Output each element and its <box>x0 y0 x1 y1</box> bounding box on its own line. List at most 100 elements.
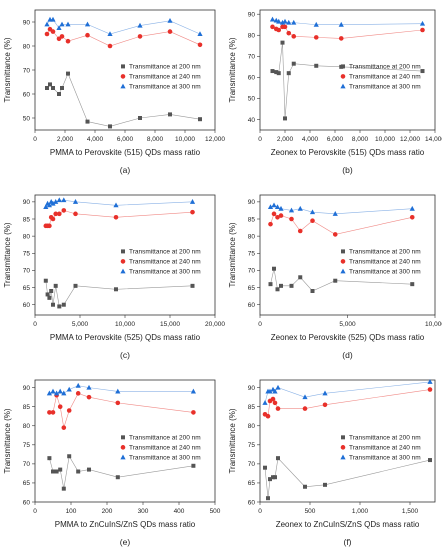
data-point <box>268 477 272 482</box>
y-tick-label: 85 <box>23 216 31 223</box>
series-circle <box>43 208 195 229</box>
data-point <box>279 283 283 288</box>
data-point <box>45 292 50 297</box>
data-point <box>53 211 58 217</box>
series-circle <box>270 24 425 41</box>
legend-entry: Transmittance at 300 nm <box>349 455 421 462</box>
legend-entry: Transmittance at 240 nm <box>129 259 201 266</box>
legend-marker <box>341 64 345 69</box>
data-point <box>272 388 278 394</box>
data-point <box>197 31 203 36</box>
y-tick-label: 40 <box>248 117 256 124</box>
y-tick-label: 70 <box>23 268 31 275</box>
panel-2: 0 2,000 4,000 6,000 8,000 10,000 12,000 14,000 4… <box>228 9 442 175</box>
series-triangle <box>262 379 433 405</box>
x-tick-label: 8,000 <box>352 136 369 143</box>
data-point <box>409 214 415 220</box>
data-point <box>61 197 67 203</box>
series-triangle <box>43 197 196 209</box>
data-point <box>282 18 288 24</box>
data-point <box>57 304 62 309</box>
y-tick-label: 60 <box>248 75 256 82</box>
legend-marker <box>120 454 126 460</box>
data-point <box>114 287 118 292</box>
data-point <box>271 202 277 208</box>
legend-marker <box>120 268 126 274</box>
series-line <box>46 72 201 127</box>
data-point <box>47 223 52 229</box>
panel-label: (e) <box>120 537 131 547</box>
legend: Transmittance at 200 nm Transmittance at … <box>120 64 201 91</box>
data-point <box>43 278 48 283</box>
legend-entry: Transmittance at 300 nm <box>129 84 201 91</box>
data-point <box>283 116 287 121</box>
data-point <box>268 282 273 287</box>
legend-entry: Transmittance at 300 nm <box>349 84 421 91</box>
y-tick-label: 70 <box>248 268 256 275</box>
data-point <box>310 218 315 224</box>
data-point <box>272 400 278 406</box>
x-tick-label: 15,000 <box>160 321 180 328</box>
legend-entry: Transmittance at 300 nm <box>129 455 201 462</box>
x-tick-label: 0 <box>33 321 37 328</box>
panel-label: (c) <box>120 350 130 360</box>
data-point <box>272 266 276 271</box>
series-square <box>45 71 202 129</box>
y-tick-label: 80 <box>23 233 31 240</box>
data-point <box>270 396 276 402</box>
data-point <box>276 456 280 461</box>
data-point <box>45 86 49 90</box>
data-point <box>75 391 81 396</box>
y-tick-label: 70 <box>248 461 256 468</box>
data-point <box>65 21 71 27</box>
series-triangle <box>267 202 415 216</box>
data-point <box>53 283 58 288</box>
data-point <box>280 40 285 45</box>
data-point <box>289 216 294 222</box>
y-axis-label: Transmittance (%) <box>228 408 237 473</box>
x-tick-label: 10,000 <box>175 136 195 143</box>
x-tick-label: 6,000 <box>117 136 134 143</box>
x-axis-label: PMMA to Perovskite (525) QDs mass ratio <box>50 333 201 342</box>
data-point <box>313 35 319 40</box>
data-point <box>56 197 62 203</box>
panel-label: (f) <box>343 537 351 547</box>
series-line <box>45 280 193 307</box>
data-point <box>86 384 92 390</box>
y-tick-label: 80 <box>248 233 256 240</box>
series-triangle <box>46 382 196 396</box>
data-point <box>85 32 90 38</box>
data-point <box>190 283 195 288</box>
data-point <box>297 228 303 234</box>
data-point <box>322 402 328 408</box>
data-point <box>50 216 56 222</box>
data-point <box>333 278 338 283</box>
data-point <box>67 454 72 459</box>
y-tick-label: 85 <box>23 404 31 411</box>
legend-entry: Transmittance at 240 nm <box>349 445 421 452</box>
data-point <box>270 69 275 74</box>
series-circle <box>262 387 433 419</box>
y-tick-label: 80 <box>23 423 31 430</box>
series-line <box>49 392 194 428</box>
data-point <box>86 394 92 400</box>
data-point <box>273 475 277 480</box>
data-point <box>263 465 267 470</box>
series-square <box>47 454 196 491</box>
data-point <box>51 86 55 90</box>
legend-marker <box>340 259 346 264</box>
data-point <box>44 21 50 27</box>
data-point <box>332 232 338 237</box>
data-point <box>190 388 196 394</box>
data-point <box>427 379 433 384</box>
legend-entry: Transmittance at 200 nm <box>129 249 201 256</box>
data-point <box>275 214 280 220</box>
data-point <box>50 16 56 22</box>
series-line <box>45 199 193 208</box>
data-point <box>47 410 52 415</box>
plot-frame <box>259 379 436 503</box>
data-point <box>303 484 307 489</box>
panel-3: 0 5,000 10,000 15,000 20,000 60 65 70 75 80 85 90 PM… <box>3 194 225 360</box>
y-tick-label: 70 <box>23 461 31 468</box>
y-axis-label: Transmittance (%) <box>228 37 237 102</box>
